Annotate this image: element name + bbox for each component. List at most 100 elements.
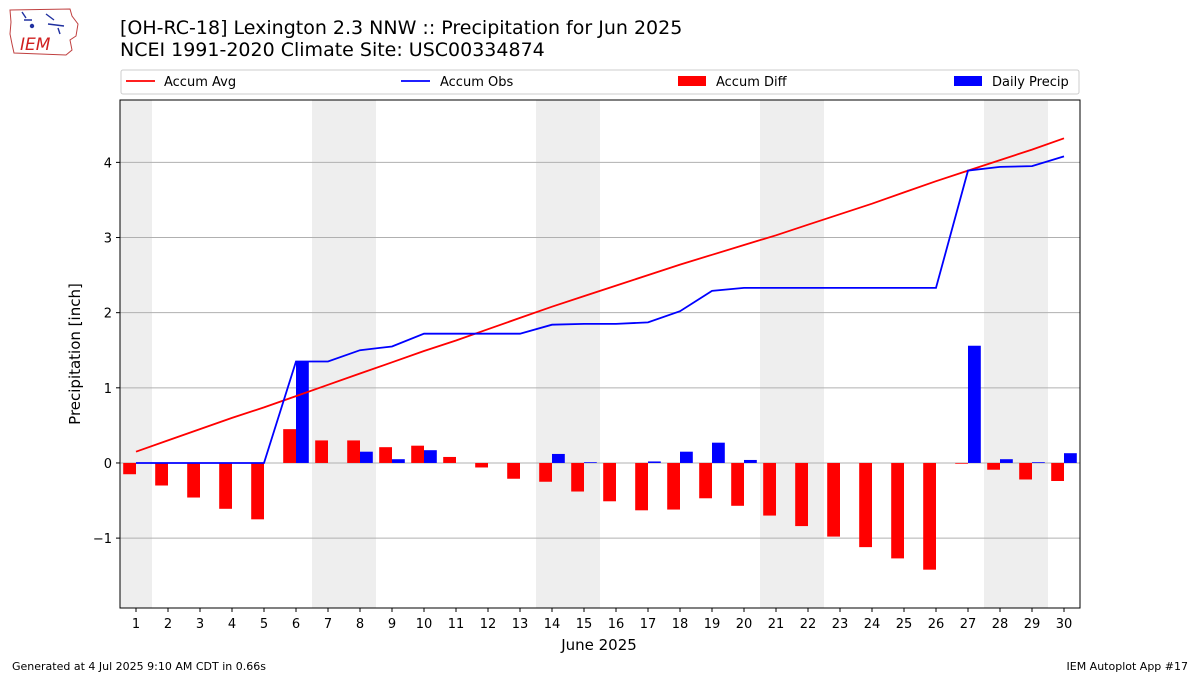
- weekend-shade-day-21: [760, 100, 792, 608]
- accum-diff-bar: [635, 462, 648, 511]
- accum-diff-bar: [251, 462, 264, 520]
- x-tick-label: 24: [864, 617, 881, 632]
- accum-diff-bar: [859, 462, 872, 548]
- station-dot: [29, 23, 35, 29]
- accum-diff-bar: [123, 462, 136, 475]
- logo-text: IEM: [20, 35, 51, 55]
- legend-label-daily-precip: Daily Precip: [992, 75, 1069, 90]
- weekend-shade-day-29: [1016, 100, 1048, 608]
- y-tick-label: 3: [104, 232, 112, 247]
- weekend-shade-day-28: [984, 100, 1016, 608]
- accum-diff-bar: [923, 462, 936, 570]
- accum-diff-bar: [347, 440, 360, 463]
- legend-box: [120, 69, 1080, 95]
- x-tick-label: 10: [416, 617, 433, 632]
- x-tick-label: 25: [896, 617, 913, 632]
- y-tick-label: 2: [104, 307, 112, 322]
- x-tick-label: 15: [576, 617, 593, 632]
- legend-swatch-accum-diff: [678, 76, 706, 86]
- iem-logo: IEM: [8, 6, 80, 58]
- daily-precip-bar: [552, 453, 565, 463]
- y-axis-ticks: −1 0 1 2 3 4: [93, 156, 120, 547]
- daily-precip-bar: [392, 459, 405, 463]
- accum-diff-bar: [443, 456, 456, 463]
- autoplot-app-label: IEM Autoplot App #17: [1066, 660, 1189, 673]
- daily-precip-bar: [296, 361, 309, 463]
- accum-diff-bar: [283, 429, 296, 463]
- daily-precip-bar: [1064, 453, 1077, 463]
- accum-diff-bar: [987, 462, 1000, 470]
- accum-diff-bar: [699, 462, 712, 499]
- accum-diff-bar: [667, 462, 680, 510]
- legend-label-accum-obs: Accum Obs: [440, 75, 513, 90]
- y-tick-label: 1: [104, 382, 112, 397]
- x-tick-label: 1: [132, 617, 140, 632]
- accum-diff-bar: [827, 462, 840, 537]
- x-tick-label: 18: [672, 617, 689, 632]
- x-axis-label: June 2025: [560, 636, 637, 654]
- accum-diff-bar: [507, 462, 520, 479]
- accum-diff-bar: [571, 462, 584, 492]
- x-tick-label: 9: [388, 617, 396, 632]
- y-tick-label: −1: [93, 532, 112, 547]
- accum-diff-bar: [315, 440, 328, 463]
- weekend-shade-day-14: [536, 100, 568, 608]
- x-tick-label: 13: [512, 617, 529, 632]
- weekend-shading: [120, 100, 1048, 608]
- legend-label-accum-avg: Accum Avg: [164, 75, 236, 90]
- x-tick-label: 26: [928, 617, 945, 632]
- x-tick-label: 22: [800, 617, 817, 632]
- x-tick-label: 14: [544, 617, 561, 632]
- x-tick-label: 8: [356, 617, 364, 632]
- x-tick-label: 5: [260, 617, 268, 632]
- x-tick-label: 7: [324, 617, 332, 632]
- accum-avg-line: [135, 137, 1065, 453]
- x-tick-label: 28: [992, 617, 1009, 632]
- x-tick-label: 12: [480, 617, 497, 632]
- x-tick-label: 2: [164, 617, 172, 632]
- weekend-shade-day-7: [312, 100, 344, 608]
- weekend-shade-day-22: [792, 100, 824, 608]
- generated-timestamp: Generated at 4 Jul 2025 9:10 AM CDT in 0…: [12, 660, 266, 673]
- daily-precip-bar: [712, 442, 725, 463]
- plot-frame: [119, 99, 1081, 609]
- accum-diff-bar: [763, 462, 776, 516]
- title-line-2: NCEI 1991-2020 Climate Site: USC00334874: [120, 39, 545, 61]
- chart-title: [OH-RC-18] Lexington 2.3 NNW :: Precipit…: [120, 17, 682, 61]
- x-tick-label: 4: [228, 617, 236, 632]
- title-line-1: [OH-RC-18] Lexington 2.3 NNW :: Precipit…: [120, 17, 683, 39]
- y-axis-label: Precipitation [inch]: [66, 283, 84, 425]
- accum-diff-bar: [891, 462, 904, 559]
- y-tick-label: 4: [104, 156, 112, 171]
- weekend-shade-day-1: [120, 100, 152, 608]
- weather-station-glyph: [21, 11, 65, 35]
- x-tick-label: 29: [1024, 617, 1041, 632]
- accum-diff-bar: [379, 447, 392, 463]
- accum-diff-bar: [1051, 462, 1064, 481]
- iem-iowa-logo-icon: IEM: [9, 8, 79, 56]
- accum-diff-bar: [155, 462, 168, 486]
- accum-diff-bar: [603, 462, 616, 502]
- bars: [123, 345, 1077, 570]
- x-tick-label: 16: [608, 617, 625, 632]
- weekend-shade-day-15: [568, 100, 600, 608]
- x-tick-label: 6: [292, 617, 300, 632]
- daily-precip-bar: [968, 345, 981, 463]
- daily-precip-bar: [648, 461, 661, 463]
- daily-precip-bar: [584, 462, 597, 463]
- y-gridlines: [120, 161, 1080, 539]
- legend-swatch-daily-precip: [954, 76, 982, 86]
- accum-diff-bar: [731, 462, 744, 506]
- x-tick-label: 21: [768, 617, 785, 632]
- accum-diff-bar: [187, 462, 200, 498]
- x-tick-label: 19: [704, 617, 721, 632]
- lines: [135, 137, 1065, 464]
- accum-diff-bar: [539, 462, 552, 482]
- y-tick-label: 0: [104, 457, 112, 472]
- accum-diff-bar: [795, 462, 808, 527]
- x-tick-label: 30: [1056, 617, 1073, 632]
- daily-precip-bar: [680, 451, 693, 463]
- accum-diff-bar: [475, 462, 488, 468]
- accum-diff-bar: [955, 462, 968, 464]
